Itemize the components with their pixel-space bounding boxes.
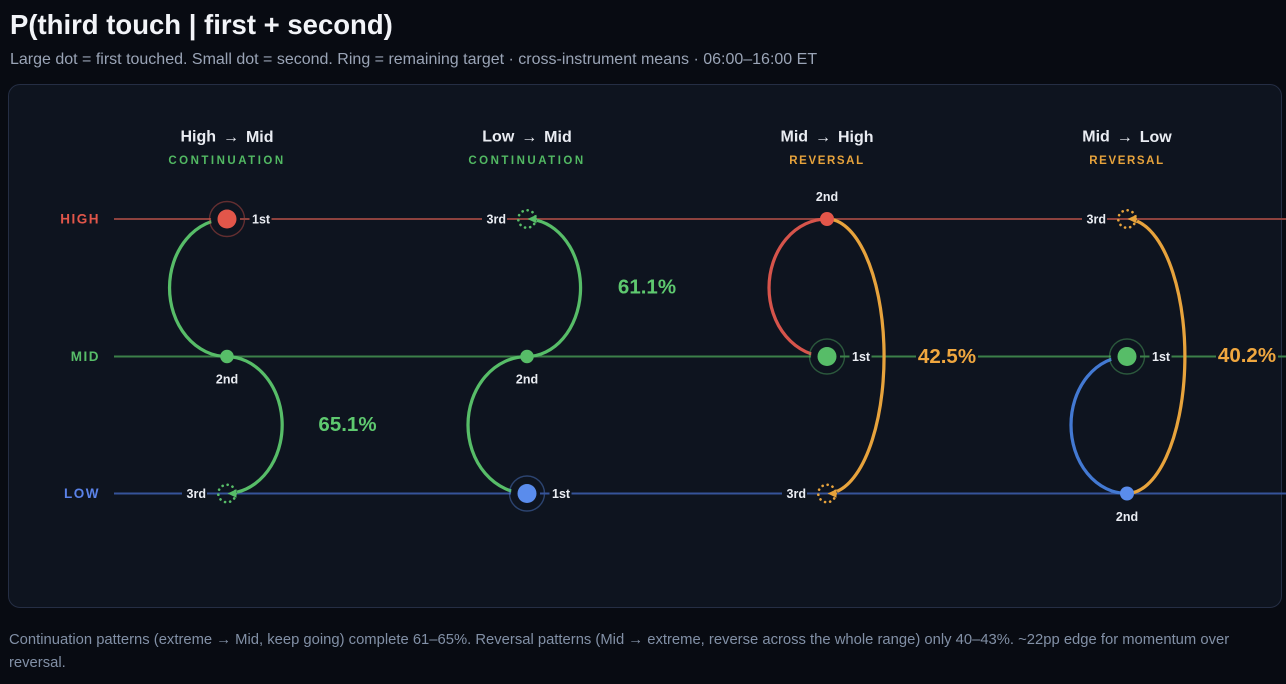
svg-text:1st: 1st: [552, 487, 571, 501]
svg-text:61.1%: 61.1%: [618, 276, 676, 299]
svg-text:1st: 1st: [852, 350, 871, 364]
svg-text:MID: MID: [71, 349, 100, 364]
svg-text:2nd: 2nd: [1116, 510, 1138, 524]
svg-text:3rd: 3rd: [1087, 213, 1106, 227]
svg-text:3rd: 3rd: [187, 487, 206, 501]
svg-text:3rd: 3rd: [487, 213, 506, 227]
svg-text:Low → Mid: Low → Mid: [482, 129, 571, 146]
svg-text:2nd: 2nd: [816, 190, 838, 204]
svg-text:3rd: 3rd: [787, 487, 806, 501]
svg-text:2nd: 2nd: [516, 373, 538, 387]
svg-text:REVERSAL: REVERSAL: [789, 155, 864, 167]
svg-text:HIGH: HIGH: [60, 212, 100, 227]
svg-text:CONTINUATION: CONTINUATION: [168, 155, 285, 167]
svg-text:42.5%: 42.5%: [918, 345, 976, 368]
svg-text:1st: 1st: [252, 213, 271, 227]
svg-text:Mid → High: Mid → High: [781, 129, 874, 146]
svg-text:CONTINUATION: CONTINUATION: [468, 155, 585, 167]
svg-text:65.1%: 65.1%: [318, 413, 376, 436]
svg-text:1st: 1st: [1152, 350, 1171, 364]
svg-text:LOW: LOW: [64, 486, 100, 501]
svg-text:40.2%: 40.2%: [1218, 344, 1276, 367]
svg-text:Mid → Low: Mid → Low: [1082, 129, 1172, 146]
svg-text:REVERSAL: REVERSAL: [1089, 155, 1164, 167]
svg-text:2nd: 2nd: [216, 373, 238, 387]
svg-text:High → Mid: High → Mid: [181, 129, 274, 146]
